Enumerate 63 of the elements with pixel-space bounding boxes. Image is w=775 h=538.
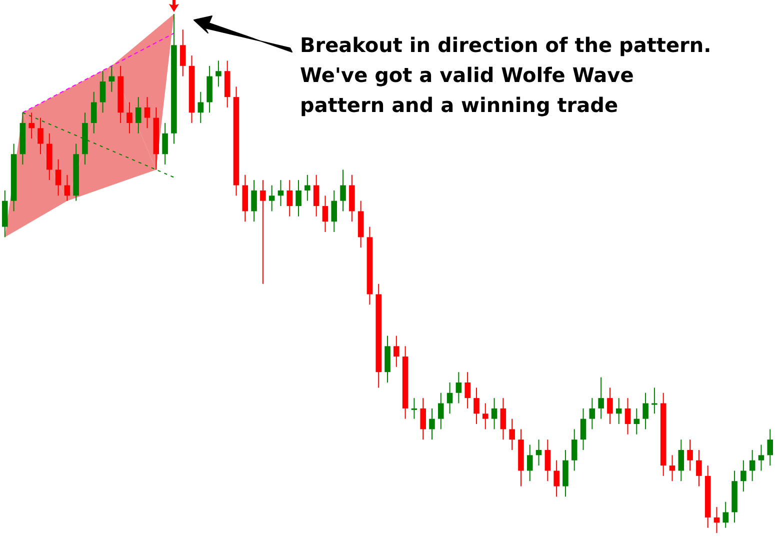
candlestick xyxy=(500,398,506,440)
candlestick xyxy=(678,439,684,482)
candlestick xyxy=(216,60,222,88)
candlestick xyxy=(180,29,186,77)
candlestick xyxy=(767,428,773,466)
candlestick xyxy=(607,387,613,425)
candlestick xyxy=(144,96,150,129)
candlestick xyxy=(108,65,115,92)
candlestick xyxy=(420,398,426,440)
candlestick xyxy=(278,180,284,207)
candlestick xyxy=(616,398,622,425)
candlestick xyxy=(749,449,756,482)
candlestick xyxy=(446,382,453,414)
candlestick xyxy=(90,91,97,134)
candlestick xyxy=(438,392,444,430)
candlestick xyxy=(642,392,648,430)
candlestick xyxy=(322,195,328,232)
candlestick xyxy=(55,158,62,196)
candlestick xyxy=(536,439,542,466)
candlestick xyxy=(296,180,302,217)
candlestick xyxy=(331,190,338,232)
candlestick xyxy=(740,460,746,492)
candlestick xyxy=(571,428,578,472)
candlestick xyxy=(260,180,266,284)
candlestick xyxy=(652,387,658,414)
candlestick xyxy=(135,96,142,134)
candlestick xyxy=(304,174,310,202)
candlestick xyxy=(394,335,400,368)
candlestick xyxy=(28,112,34,140)
candlestick xyxy=(696,449,702,487)
candlestick xyxy=(687,439,693,472)
candlestick xyxy=(482,402,488,430)
candlestick xyxy=(634,408,640,435)
candlestick xyxy=(100,70,106,114)
candlestick xyxy=(162,122,168,166)
candlestick xyxy=(554,460,560,498)
candlestick xyxy=(509,418,515,450)
candlestick xyxy=(429,408,435,440)
candlestick xyxy=(669,454,676,482)
candlestick xyxy=(491,398,498,430)
candlestick xyxy=(411,398,418,420)
candlestick xyxy=(589,398,596,430)
candlestick xyxy=(251,180,257,222)
candlestick xyxy=(624,398,631,435)
candlestick xyxy=(126,102,132,134)
candlestick xyxy=(38,117,44,155)
candlestick xyxy=(268,184,275,212)
candlestick xyxy=(464,372,470,409)
candlestick xyxy=(456,372,462,404)
candlestick xyxy=(286,180,293,217)
candlestick xyxy=(580,408,586,450)
candlestick xyxy=(474,387,480,425)
candlestick xyxy=(714,506,720,534)
candlestick xyxy=(758,444,764,472)
candlestick xyxy=(598,376,604,420)
candlestick xyxy=(198,91,204,124)
annotation: Breakout in direction of the pattern. We've got a valid Wolfe Wave pattern and a winning trade xyxy=(300,33,712,117)
candlestick xyxy=(544,439,551,482)
candlestick xyxy=(722,501,729,528)
candlestick xyxy=(64,174,70,202)
candlestick xyxy=(340,169,346,212)
candlestick xyxy=(313,174,320,217)
candlestick xyxy=(526,444,533,482)
